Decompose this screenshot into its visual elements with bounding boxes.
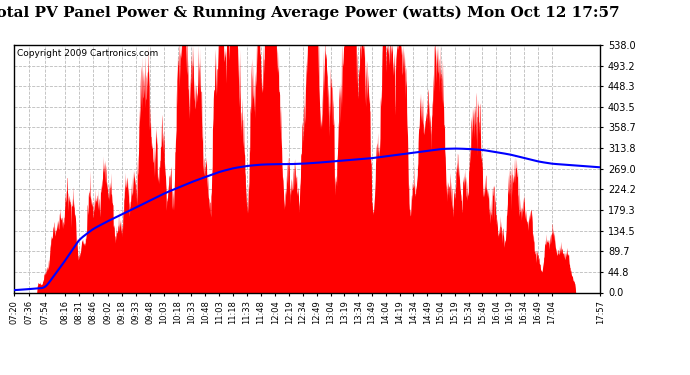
Text: Copyright 2009 Cartronics.com: Copyright 2009 Cartronics.com bbox=[17, 49, 158, 58]
Text: Total PV Panel Power & Running Average Power (watts) Mon Oct 12 17:57: Total PV Panel Power & Running Average P… bbox=[0, 6, 620, 20]
